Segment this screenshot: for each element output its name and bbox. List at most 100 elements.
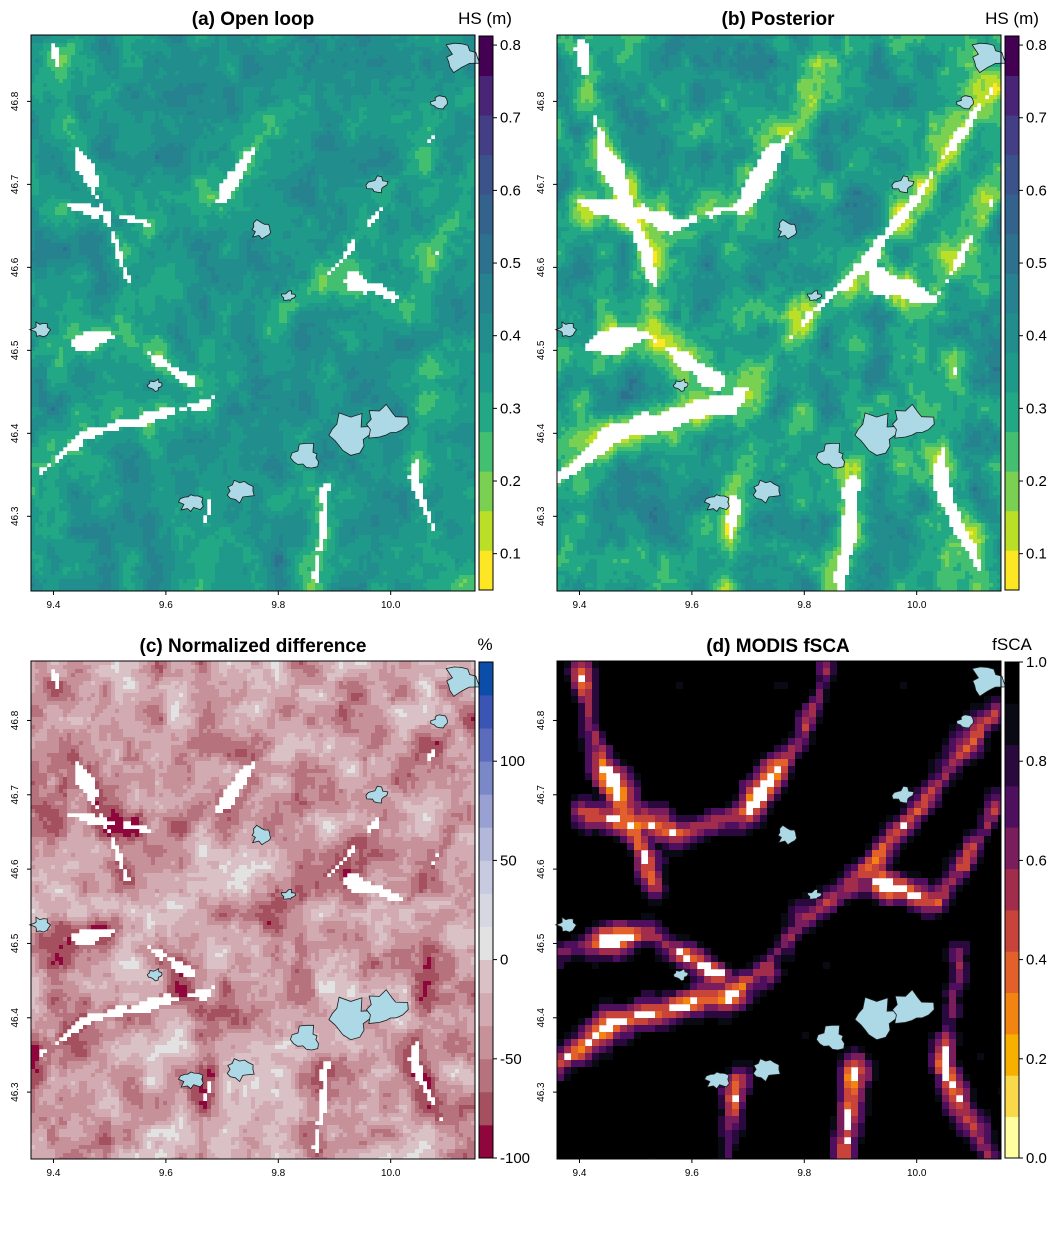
map-cell (339, 91, 343, 95)
map-cell (111, 39, 115, 43)
map-cell (271, 71, 275, 75)
map-cell (435, 67, 439, 71)
map-cell (135, 123, 139, 127)
map-cell (187, 79, 191, 83)
map-cell (419, 43, 423, 47)
map-cell (315, 115, 319, 119)
map-cell (347, 115, 351, 119)
map-cell (123, 67, 127, 71)
map-cell (107, 55, 111, 59)
map-cell (139, 119, 143, 123)
map-cell (227, 115, 231, 119)
map-cell (247, 107, 251, 111)
map-cell (335, 71, 339, 75)
map-cell (255, 119, 259, 123)
map-cell (407, 59, 411, 63)
map-cell (99, 123, 103, 127)
map-cell (259, 119, 263, 123)
map-cell (295, 87, 299, 91)
map-cell (179, 107, 183, 111)
map-cell (355, 123, 359, 127)
map-cell (219, 83, 223, 87)
map-cell (223, 99, 227, 103)
map-cell (55, 43, 59, 47)
map-cell (259, 35, 263, 39)
map-cell (199, 103, 203, 107)
map-cell (287, 75, 291, 79)
map-cell (119, 131, 123, 135)
map-cell (219, 123, 223, 127)
map-cell (135, 39, 139, 43)
map-cell (247, 55, 251, 59)
map-cell (243, 107, 247, 111)
map-cell (127, 111, 131, 115)
map-cell (175, 127, 179, 131)
map-cell (355, 87, 359, 91)
map-cell (87, 123, 91, 127)
map-cell (187, 63, 191, 67)
map-cell (279, 111, 283, 115)
map-cell (191, 35, 195, 39)
map-cell (127, 127, 131, 131)
map-cell (419, 51, 423, 55)
map-cell (171, 47, 175, 51)
map-cell (115, 51, 119, 55)
map-cell (319, 55, 323, 59)
map-cell (39, 75, 43, 79)
map-cell (139, 35, 143, 39)
map-cell (191, 51, 195, 55)
map-cell (31, 59, 35, 63)
map-cell (95, 63, 99, 67)
map-cell (295, 119, 299, 123)
map-cell (235, 63, 239, 67)
map-cell (159, 91, 163, 95)
map-cell (255, 107, 259, 111)
map-cell (123, 39, 127, 43)
map-cell (335, 47, 339, 51)
map-cell (427, 51, 431, 55)
map-cell (423, 83, 427, 87)
map-cell (179, 95, 183, 99)
map-cell (311, 47, 315, 51)
map-cell (67, 131, 71, 135)
map-cell (219, 55, 223, 59)
map-cell (247, 51, 251, 55)
map-cell (255, 127, 259, 131)
map-cell (235, 99, 239, 103)
map-cell (63, 107, 67, 111)
map-cell (211, 55, 215, 59)
map-cell (211, 59, 215, 63)
map-cell (155, 119, 159, 123)
map-cell (355, 99, 359, 103)
map-cell (355, 119, 359, 123)
map-cell (211, 131, 215, 135)
map-cell (155, 75, 159, 79)
map-cell (83, 67, 87, 71)
map-cell (215, 71, 219, 75)
map-cell (299, 83, 303, 87)
map-cell (335, 43, 339, 47)
map-cell (215, 79, 219, 83)
map-cell (331, 123, 335, 127)
map-cell (99, 63, 103, 67)
map-cell (267, 79, 271, 83)
map-cell (91, 43, 95, 47)
map-cell (451, 35, 455, 39)
map-cell (103, 107, 107, 111)
map-cell (107, 87, 111, 91)
map-cell (419, 59, 423, 63)
map-cell (239, 87, 243, 91)
map-cell (67, 111, 71, 115)
map-cell (379, 123, 383, 127)
map-cell (207, 103, 211, 107)
map-cell (95, 99, 99, 103)
map-cell (63, 119, 67, 123)
map-cell (455, 99, 459, 103)
map-cell (319, 99, 323, 103)
map-cell (291, 51, 295, 55)
map-cell (435, 119, 439, 123)
map-cell (191, 87, 195, 91)
map-cell (355, 107, 359, 111)
map-cell (83, 127, 87, 131)
map-cell (271, 115, 275, 119)
